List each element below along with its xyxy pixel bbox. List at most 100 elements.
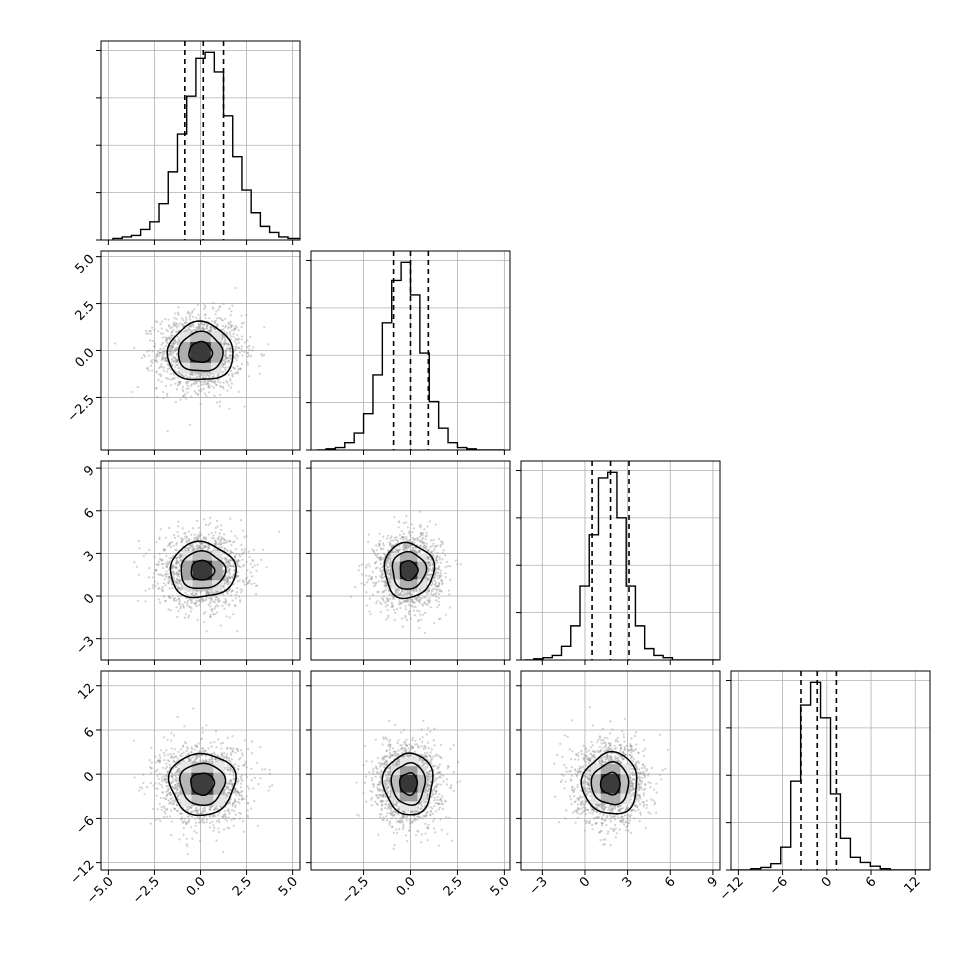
scatter-point <box>436 551 439 554</box>
scatter-point <box>365 574 368 577</box>
scatter-point <box>168 543 171 546</box>
scatter-point <box>238 367 241 370</box>
scatter-point <box>428 597 431 600</box>
scatter-point <box>372 581 375 584</box>
scatter-point <box>202 383 205 386</box>
scatter-point <box>422 532 425 535</box>
scatter-point <box>229 314 232 317</box>
scatter-point <box>208 602 211 605</box>
scatter-point <box>168 544 171 547</box>
scatter-point <box>391 603 394 606</box>
scatter-point <box>190 545 193 548</box>
scatter-point <box>190 607 193 610</box>
scatter-point <box>380 577 384 580</box>
scatter-point <box>166 330 169 333</box>
scatter-point <box>144 600 147 603</box>
scatter-point <box>374 567 377 570</box>
scatter-point <box>161 341 164 345</box>
scatter-point <box>235 345 238 348</box>
scatter-point <box>428 573 431 576</box>
scatter-point <box>205 545 208 548</box>
scatter-point <box>231 589 234 592</box>
scatter-point <box>198 379 201 383</box>
scatter-point <box>163 578 166 581</box>
scatter-point <box>184 535 187 538</box>
scatter-point <box>368 574 371 578</box>
scatter-point <box>178 579 181 583</box>
scatter-point <box>428 556 431 559</box>
scatter-point <box>207 374 210 377</box>
scatter-point <box>372 550 375 553</box>
scatter-point <box>444 554 447 557</box>
scatter-point <box>367 578 370 581</box>
scatter-point <box>233 329 236 332</box>
scatter-point <box>171 567 174 570</box>
scatter-point <box>144 329 148 333</box>
scatter-point <box>246 582 249 586</box>
scatter-point <box>427 577 430 580</box>
scatter-point <box>377 542 381 545</box>
scatter-point <box>186 604 189 607</box>
scatter-point <box>459 563 462 566</box>
scatter-point <box>140 356 143 359</box>
scatter-point <box>179 554 182 557</box>
scatter-point <box>168 350 171 353</box>
scatter-point <box>233 555 236 558</box>
scatter-point <box>434 568 437 571</box>
scatter-point <box>232 613 235 616</box>
scatter-point <box>390 539 393 542</box>
scatter-point <box>226 565 229 568</box>
scatter-point <box>240 347 243 350</box>
scatter-point <box>228 576 231 579</box>
scatter-point <box>381 591 384 594</box>
scatter-point <box>166 341 169 345</box>
scatter-point <box>189 546 192 549</box>
scatter-point <box>392 539 395 542</box>
scatter-point <box>191 543 194 546</box>
scatter-point <box>433 583 436 586</box>
scatter-point <box>170 331 173 334</box>
scatter-point <box>238 599 242 602</box>
scatter-point <box>156 321 159 324</box>
scatter-point <box>388 573 391 576</box>
scatter-point <box>248 344 251 347</box>
scatter-point <box>229 320 232 323</box>
scatter-point <box>197 379 200 382</box>
scatter-point <box>403 592 406 595</box>
scatter-point <box>426 525 429 528</box>
scatter-point <box>159 332 163 335</box>
scatter-point <box>387 568 390 571</box>
scatter-point <box>438 590 441 593</box>
scatter-point <box>223 366 226 369</box>
scatter-point <box>177 313 180 316</box>
scatter-point <box>437 585 440 588</box>
scatter-point <box>413 550 416 553</box>
scatter-point <box>165 570 168 573</box>
density-cell <box>202 550 213 562</box>
scatter-point <box>278 530 281 533</box>
scatter-point <box>178 603 181 606</box>
scatter-point <box>406 593 409 596</box>
scatter-point <box>231 324 234 327</box>
scatter-point <box>389 572 392 575</box>
scatter-point <box>209 613 212 616</box>
scatter-point <box>185 547 189 550</box>
scatter-point <box>399 548 402 551</box>
scatter-point <box>425 591 428 594</box>
scatter-point <box>174 348 178 351</box>
scatter-point <box>247 363 250 366</box>
scatter-point <box>231 551 235 554</box>
scatter-point <box>405 546 408 549</box>
scatter-point <box>151 361 154 364</box>
scatter-point <box>427 560 431 564</box>
scatter-point <box>205 383 208 386</box>
scatter-point <box>150 360 153 363</box>
density-cell <box>212 580 223 591</box>
scatter-point <box>155 563 158 566</box>
scatter-point <box>240 591 243 594</box>
scatter-point <box>191 549 194 552</box>
scatter-point <box>215 543 218 546</box>
scatter-point <box>233 603 236 607</box>
scatter-point <box>235 359 238 362</box>
scatter-point <box>374 562 377 565</box>
